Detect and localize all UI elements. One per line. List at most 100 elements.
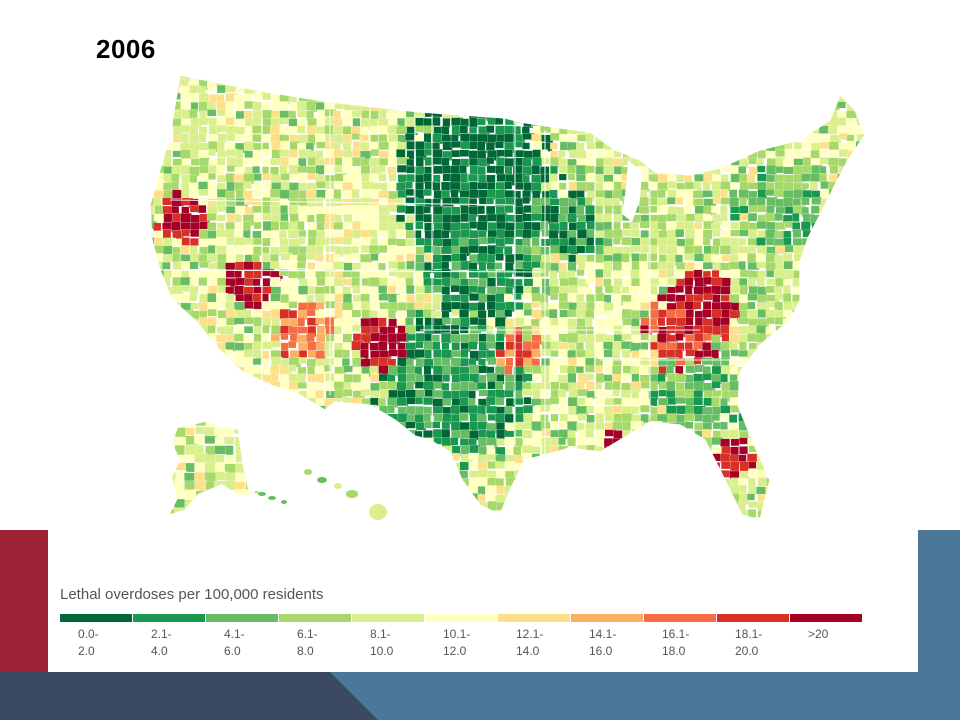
county-cell — [396, 142, 407, 151]
county-cell — [568, 454, 577, 466]
county-cell — [756, 134, 769, 146]
county-cell — [756, 117, 768, 125]
county-cell — [810, 421, 819, 431]
county-cell — [415, 509, 426, 520]
county-cell — [532, 485, 542, 493]
county-cell — [783, 278, 792, 286]
county-cell — [784, 437, 793, 448]
county-cell — [693, 462, 703, 474]
county-cell — [504, 102, 516, 110]
county-cell — [152, 390, 163, 400]
county-cell — [630, 486, 640, 497]
county-cell — [271, 470, 280, 480]
county-cell — [828, 222, 839, 230]
county-cell — [540, 518, 550, 520]
county-cell — [198, 397, 207, 409]
county-cell — [459, 222, 472, 230]
county-cell — [442, 470, 455, 480]
county-cell — [522, 77, 533, 87]
county-cell — [766, 373, 777, 384]
county-cell — [604, 413, 616, 422]
county-cell — [189, 381, 201, 392]
county-cell — [387, 478, 399, 489]
county-cell — [190, 342, 198, 352]
county-cell — [748, 92, 758, 104]
county-cell — [415, 477, 428, 489]
county-cell — [811, 382, 823, 391]
county-cell — [792, 437, 805, 448]
county-cell — [784, 477, 795, 487]
county-cell — [676, 492, 690, 500]
county-cell — [298, 350, 308, 359]
county-cell — [855, 373, 865, 385]
county-cell — [847, 262, 858, 274]
county-cell — [423, 493, 437, 502]
county-cell — [801, 478, 811, 487]
county-cell — [396, 486, 406, 498]
county-cell — [558, 93, 568, 104]
county-cell — [765, 365, 778, 374]
county-cell — [684, 157, 695, 168]
county-cell — [730, 182, 738, 191]
county-cell — [460, 101, 470, 113]
county-cell — [720, 75, 732, 79]
county-cell — [775, 133, 785, 145]
county-cell — [640, 509, 652, 519]
county-cell — [378, 141, 391, 151]
county-cell — [279, 517, 288, 520]
county-cell — [639, 398, 651, 406]
county-cell — [603, 469, 613, 478]
county-cell — [738, 398, 749, 406]
county-cell — [150, 157, 153, 167]
county-cell — [150, 406, 155, 417]
county-cell — [774, 469, 782, 477]
legend-label: 6.1- 8.0 — [297, 627, 318, 658]
county-cell — [738, 166, 747, 174]
county-cell — [594, 508, 605, 520]
county-cell — [864, 373, 865, 385]
county-cell — [423, 188, 433, 197]
county-cell — [325, 390, 336, 399]
county-cell — [254, 422, 262, 428]
county-cell — [693, 509, 705, 520]
legend-bin-2: 4.1- 6.0 — [206, 614, 279, 660]
county-cell — [838, 262, 848, 270]
county-cell — [836, 318, 848, 328]
county-cell — [351, 422, 363, 434]
county-cell — [477, 182, 489, 190]
county-cell — [414, 381, 425, 389]
county-cell — [441, 254, 452, 262]
county-cell — [150, 109, 155, 118]
county-cell — [775, 222, 786, 230]
county-cell — [829, 397, 839, 405]
county-cell — [730, 77, 742, 87]
county-cell — [316, 333, 326, 344]
county-cell — [370, 149, 380, 157]
county-cell — [253, 301, 263, 311]
county-cell — [792, 229, 802, 238]
county-cell — [406, 381, 415, 391]
county-cell — [829, 205, 840, 213]
county-cell — [693, 390, 703, 398]
county-cell — [189, 189, 198, 199]
county-cell — [450, 437, 459, 446]
county-cell — [594, 397, 606, 405]
county-cell — [866, 271, 874, 280]
us-county-overdose-map — [149, 74, 874, 521]
county-cell — [468, 157, 479, 167]
county-cell — [351, 173, 361, 184]
county-cell — [289, 510, 298, 520]
county-cell — [163, 389, 174, 400]
legend-bin-1: 2.1- 4.0 — [133, 614, 206, 660]
county-cell — [801, 444, 811, 456]
county-cell — [757, 510, 770, 518]
county-cell — [379, 445, 388, 453]
county-cell — [316, 461, 328, 473]
county-cell — [270, 238, 278, 246]
county-cell — [836, 254, 850, 263]
county-cell — [226, 382, 238, 390]
county-cell — [855, 518, 865, 520]
county-cell — [521, 389, 533, 397]
county-cell — [244, 245, 254, 256]
county-cell — [595, 150, 605, 159]
